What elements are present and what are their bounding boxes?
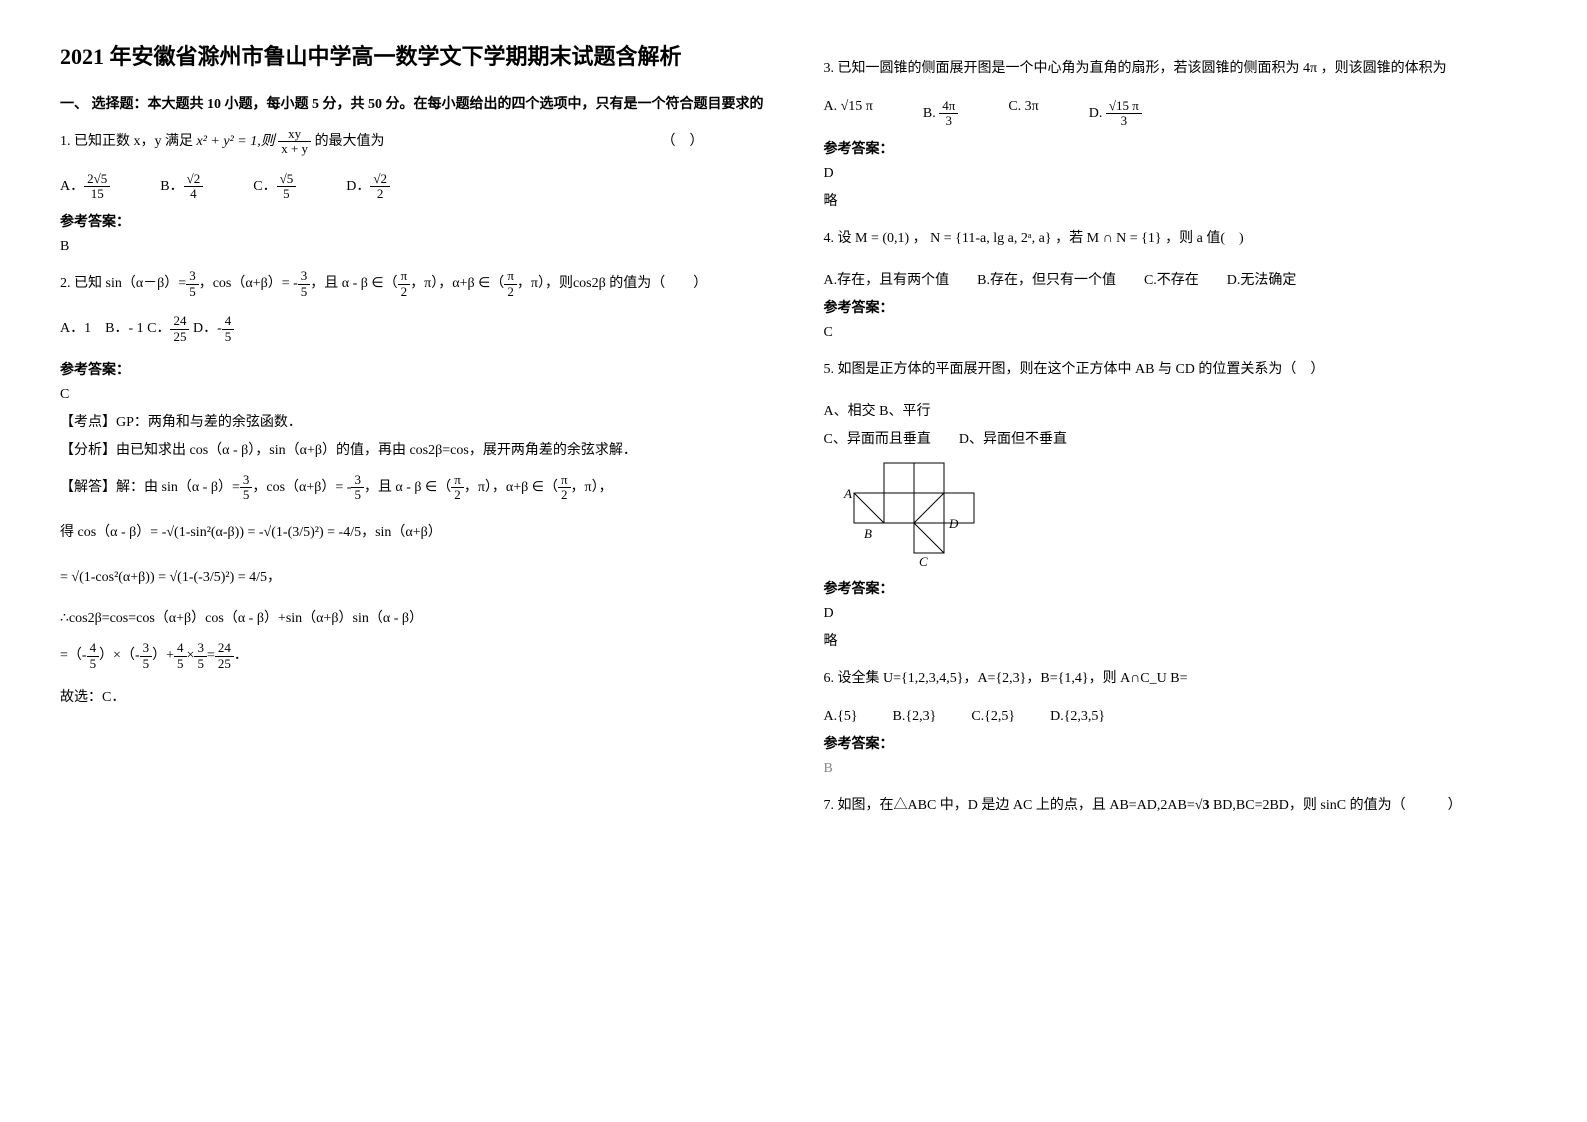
q3-opt-c: C. 3π	[1008, 99, 1038, 129]
q1-formula: x² + y² = 1,则	[197, 134, 275, 149]
q5-opt-cd: C、异面而且垂直 D、异面但不垂直	[824, 428, 1528, 448]
answer-label: 参考答案：	[60, 359, 764, 379]
q2-jieda-4: ∴cos2β=cos=cos（α+β）cos（α - β）+sin（α+β）si…	[60, 607, 764, 627]
q2-jieda-2: 得 cos（α - β）= -√(1-sin²(α-β)) = -√(1-(3/…	[60, 518, 764, 549]
svg-text:D: D	[948, 516, 959, 531]
q1-options: A．2√515 B．√24 C．√55 D．√22	[60, 172, 764, 202]
answer-label: 参考答案：	[824, 297, 1528, 317]
q5-opt-ab: A、相交 B、平行	[824, 400, 1528, 420]
q6-answer: B	[824, 761, 1528, 777]
q4-options: A.存在，且有两个值 B.存在，但只有一个值 C.不存在 D.无法确定	[824, 269, 1528, 289]
exam-title: 2021 年安徽省滁州市鲁山中学高一数学文下学期期末试题含解析	[60, 40, 764, 73]
question-2: 2. 已知 sin（α－β）=35，cos（α+β）= -35，且 α - β …	[60, 269, 764, 300]
q1-stem-a: 1. 已知正数 x，y 满足	[60, 134, 193, 149]
q3-options: A. √15 π B. 4π3 C. 3π D. √15 π3	[824, 99, 1528, 129]
answer-label: 参考答案：	[824, 578, 1528, 598]
q2-jieda-3: = √(1-cos²(α+β)) = √(1-(-3/5)²) = 4/5，	[60, 563, 764, 594]
q2-formula-img: -√(1-sin²(α-β)) = -√(1-(3/5)²) = -4/5	[162, 525, 361, 540]
q1-paren: （ ）	[662, 127, 704, 158]
q2-fenxi: 【分析】由已知求出 cos（α - β），sin（α+β）的值，再由 cos2β…	[60, 439, 764, 459]
question-1: 1. 已知正数 x，y 满足 x² + y² = 1,则 xy x + y 的最…	[60, 127, 764, 158]
q5-answer: D	[824, 606, 1528, 622]
q1-opt-a: A．2√515	[60, 172, 110, 202]
answer-label: 参考答案：	[60, 211, 764, 231]
q2-jieda-6: 故选：C．	[60, 686, 764, 706]
q2-kaodian: 【考点】GP：两角和与差的余弦函数．	[60, 411, 764, 431]
q3-lue: 略	[824, 190, 1528, 210]
q4-answer: C	[824, 325, 1528, 341]
svg-text:C: C	[919, 554, 928, 568]
q5-lue: 略	[824, 630, 1528, 650]
svg-text:B: B	[864, 526, 872, 541]
question-7: 7. 如图，在△ABC 中，D 是边 AC 上的点，且 AB=AD,2AB=√3…	[824, 791, 1528, 822]
question-5: 5. 如图是正方体的平面展开图，则在这个正方体中 AB 与 CD 的位置关系为（…	[824, 355, 1528, 386]
left-column: 2021 年安徽省滁州市鲁山中学高一数学文下学期期末试题含解析 一、 选择题：本…	[60, 40, 764, 836]
q2-answer: C	[60, 387, 764, 403]
q3-opt-d: D. √15 π3	[1089, 99, 1142, 129]
answer-label: 参考答案：	[824, 733, 1528, 753]
question-6: 6. 设全集 U={1,2,3,4,5}，A={2,3}，B={1,4}，则 A…	[824, 664, 1528, 695]
q1-opt-c: C．√55	[253, 172, 296, 202]
q1-opt-b: B．√24	[160, 172, 203, 202]
q3-answer: D	[824, 166, 1528, 182]
question-3: 3. 已知一圆锥的侧面展开图是一个中心角为直角的扇形，若该圆锥的侧面积为 4π …	[824, 54, 1528, 85]
section-1-heading: 一、 选择题：本大题共 10 小题，每小题 5 分，共 50 分。在每小题给出的…	[60, 93, 764, 113]
q3-opt-a: A. √15 π	[824, 99, 873, 129]
svg-text:A: A	[843, 486, 852, 501]
q6-options: A.{5} B.{2,3} C.{2,5} D.{2,3,5}	[824, 709, 1528, 725]
right-column: 3. 已知一圆锥的侧面展开图是一个中心角为直角的扇形，若该圆锥的侧面积为 4π …	[824, 40, 1528, 836]
q2-jieda-1: 【解答】解：由 sin（α - β）=35，cos（α+β）= -35，且 α …	[60, 473, 764, 504]
cube-net-diagram: A B C D	[824, 458, 1528, 568]
q1-answer: B	[60, 239, 764, 255]
answer-label: 参考答案：	[824, 138, 1528, 158]
q1-fraction: xy x + y	[278, 127, 311, 157]
q1-stem-b: 的最大值为	[315, 134, 385, 149]
q1-opt-d: D．√22	[346, 172, 390, 202]
q2-jieda-5: =（-45）×（-35）+45×35=2425．	[60, 641, 764, 672]
q2-options: A．1 B．- 1 C．2425 D．-45	[60, 314, 764, 345]
q3-opt-b: B. 4π3	[923, 99, 958, 129]
question-4: 4. 设 M = (0,1) ， N = {11-a, lg a, 2ᵃ, a}…	[824, 224, 1528, 255]
